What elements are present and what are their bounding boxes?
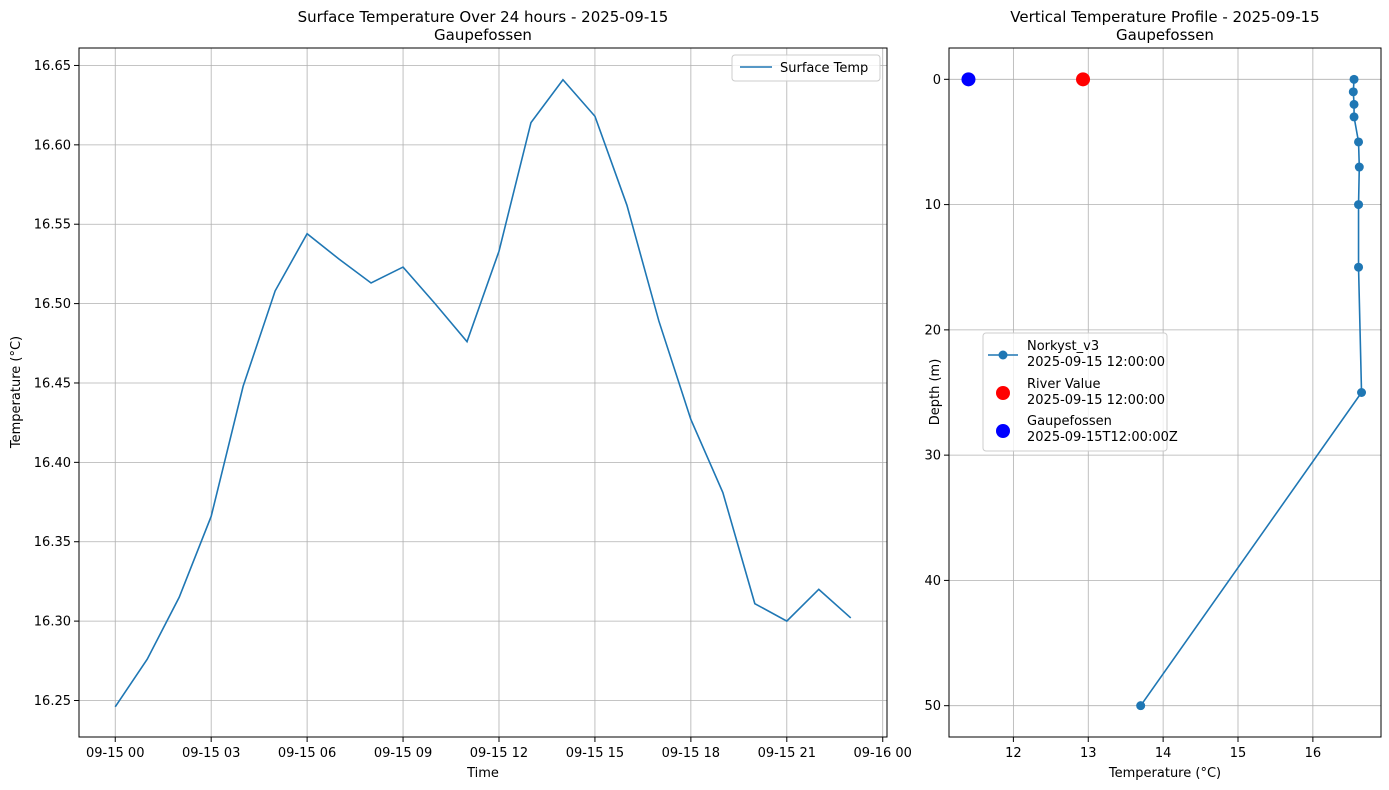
legend-label-norkyst-time: 2025-09-15 12:00:00 <box>1027 355 1165 370</box>
legend-label-gaupefossen: Gaupefossen <box>1027 414 1112 429</box>
legend-label-norkyst: Norkyst_v3 <box>1027 339 1099 354</box>
y-tick-label: 40 <box>924 574 941 589</box>
y-tick-label: 16.60 <box>34 138 71 153</box>
y-tick-label: 16.40 <box>34 456 71 471</box>
gaupefossen-point <box>961 72 976 87</box>
legend-box <box>731 54 881 82</box>
x-tick-label: 09-15 12 <box>470 746 528 761</box>
y-tick-label: 20 <box>924 323 941 338</box>
y-tick-label: 16.45 <box>34 376 71 391</box>
surface-temp-chart: Surface Temperature Over 24 hours - 2025… <box>9 8 912 781</box>
norkyst-profile-point <box>1136 701 1146 711</box>
surface-temp-line <box>114 78 852 708</box>
x-axis-label: Temperature (°C) <box>1108 766 1221 781</box>
x-tick-label: 09-15 15 <box>566 746 624 761</box>
x-tick-label: 09-15 06 <box>278 746 336 761</box>
x-tick-label: 15 <box>1230 746 1247 761</box>
y-tick-label: 30 <box>924 449 941 464</box>
y-tick-label: 16.55 <box>34 218 71 233</box>
y-tick-label: 50 <box>924 699 941 714</box>
y-tick-label: 16.25 <box>34 694 71 709</box>
norkyst-profile-line <box>1140 79 1363 707</box>
chart-subtitle: Gaupefossen <box>1116 26 1214 44</box>
legend: Surface Temp <box>731 54 881 82</box>
x-tick-label: 09-16 00 <box>854 746 912 761</box>
y-axis-label: Depth (m) <box>928 359 943 426</box>
x-axis-label: Time <box>466 766 499 781</box>
legend-label-gaupefossen-time: 2025-09-15T12:00:00Z <box>1027 430 1178 445</box>
x-tick-label: 12 <box>1005 746 1022 761</box>
x-tick-label: 09-15 21 <box>758 746 816 761</box>
legend-gaupefossen-marker <box>996 424 1010 438</box>
norkyst-profile-point <box>1354 200 1364 210</box>
norkyst-profile-point <box>1354 262 1364 272</box>
norkyst-profile-point <box>1349 74 1359 84</box>
y-tick-label: 16.30 <box>34 615 71 630</box>
legend: Norkyst_v3 2025-09-15 12:00:00 River Val… <box>982 332 1178 452</box>
y-tick-label: 16.35 <box>34 535 71 550</box>
y-tick-label: 16.50 <box>34 297 71 312</box>
axes-frame <box>948 47 1382 738</box>
chart-title: Surface Temperature Over 24 hours - 2025… <box>298 8 669 26</box>
x-tick-label: 14 <box>1155 746 1172 761</box>
x-tick-label: 09-15 18 <box>662 746 720 761</box>
norkyst-profile-point <box>1349 99 1359 109</box>
y-tick-label: 0 <box>933 73 941 88</box>
legend-label-surface-temp: Surface Temp <box>780 61 868 76</box>
legend-label-river-time: 2025-09-15 12:00:00 <box>1027 393 1165 408</box>
x-tick-label: 09-15 03 <box>182 746 240 761</box>
chart-title: Vertical Temperature Profile - 2025-09-1… <box>1010 8 1319 26</box>
river-value-point <box>1076 72 1091 87</box>
chart-subtitle: Gaupefossen <box>434 26 532 44</box>
y-tick-label: 16.65 <box>34 59 71 74</box>
norkyst-profile-point <box>1357 388 1367 397</box>
norkyst-profile-point <box>1354 162 1364 172</box>
x-tick-label: 13 <box>1080 746 1097 761</box>
x-tick-label: 09-15 09 <box>374 746 432 761</box>
x-tick-label: 16 <box>1305 746 1322 761</box>
legend-norkyst-marker <box>998 350 1008 360</box>
axes-frame <box>78 47 888 738</box>
vertical-profile-chart: Vertical Temperature Profile - 2025-09-1… <box>924 8 1382 781</box>
norkyst-profile-point <box>1354 137 1364 147</box>
legend-box <box>982 332 1168 452</box>
norkyst-profile-point <box>1349 112 1359 122</box>
y-axis-label: Temperature (°C) <box>9 336 24 449</box>
legend-label-river: River Value <box>1027 377 1101 392</box>
x-tick-label: 09-15 00 <box>86 746 144 761</box>
legend-river-marker <box>996 386 1010 400</box>
y-tick-label: 10 <box>924 198 941 213</box>
norkyst-profile-point <box>1348 87 1358 97</box>
